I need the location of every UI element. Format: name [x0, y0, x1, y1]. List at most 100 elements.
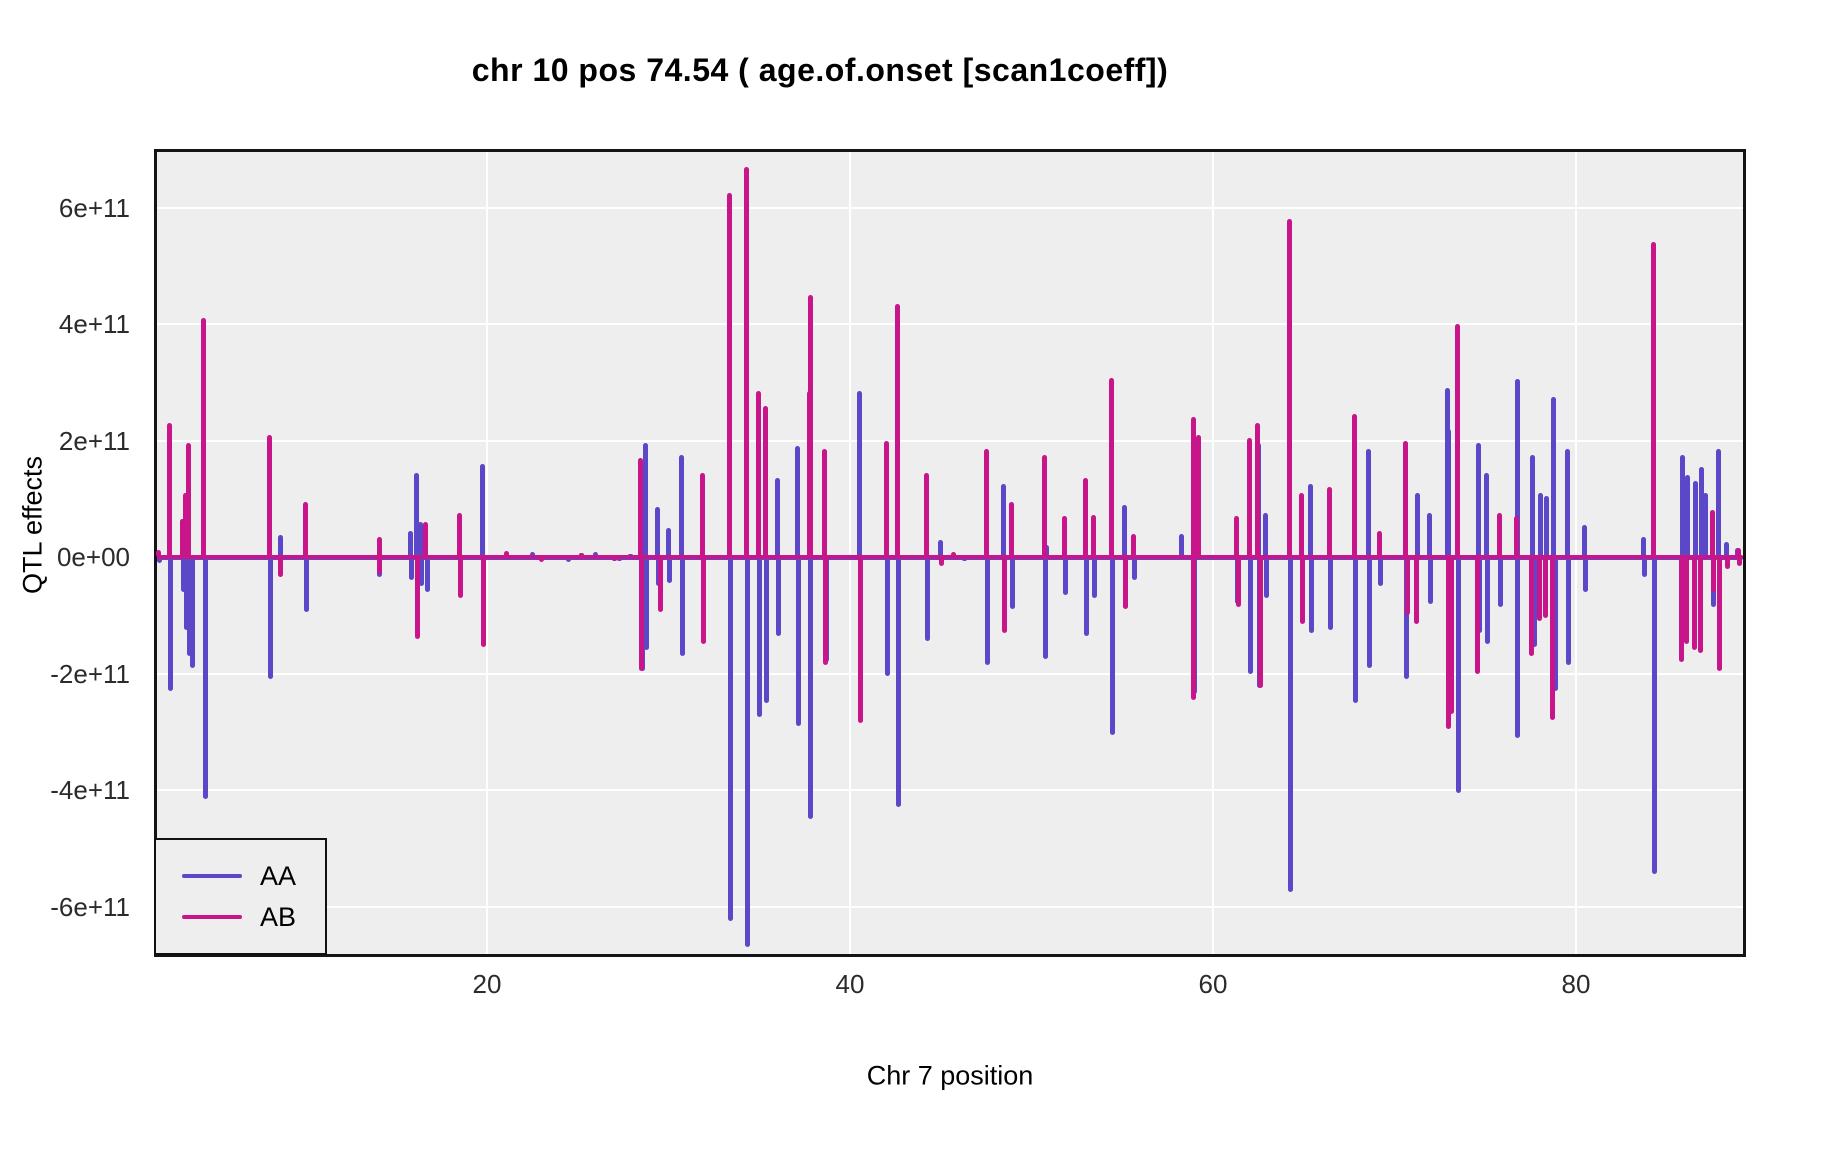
spike-AB: [1001, 557, 1007, 633]
spike-AB: [457, 513, 463, 557]
spike-AA: [764, 557, 769, 703]
spike-AA: [1308, 557, 1314, 633]
plot-panel: [154, 149, 1746, 957]
spike-AA: [1327, 557, 1333, 630]
spike-AA: [1042, 557, 1048, 659]
spike-AA: [1498, 557, 1504, 607]
spike-AA: [744, 557, 750, 948]
spike-AB: [1684, 557, 1690, 645]
spike-AA: [1131, 557, 1137, 581]
spike-AB: [1475, 557, 1481, 674]
spike-AB: [1692, 557, 1698, 651]
spike-AB: [1404, 557, 1410, 616]
spike-AB: [1041, 455, 1047, 557]
spike-AB: [1083, 478, 1089, 557]
spike-AA: [1483, 472, 1489, 557]
spike-AB: [422, 522, 428, 557]
spike-AA: [1582, 557, 1588, 592]
spike-AA: [1566, 557, 1572, 665]
spike-AA: [1000, 484, 1006, 557]
spike-AB: [822, 449, 828, 557]
spike-AA: [1091, 557, 1097, 598]
spike-AA: [1403, 557, 1409, 680]
spike-AA: [1084, 557, 1090, 636]
spike-AB: [1725, 557, 1731, 569]
spike-AA: [666, 557, 672, 584]
spike-AA: [643, 443, 649, 557]
spike-AB: [1195, 434, 1201, 557]
spike-AB: [1529, 557, 1535, 657]
spike-AA: [679, 557, 685, 657]
spike-AB: [1711, 557, 1717, 592]
y-tick-label: 4e+11: [58, 309, 130, 339]
spike-AA: [984, 557, 990, 665]
spike-AB: [1108, 378, 1114, 557]
spike-AA: [1247, 557, 1253, 674]
spike-AB: [726, 192, 732, 557]
spike-AA: [1428, 557, 1434, 604]
spike-AA: [1538, 492, 1544, 557]
spike-AB: [201, 318, 207, 557]
spike-AA: [1685, 475, 1691, 557]
spike-AA: [1264, 557, 1270, 598]
spike-AB: [458, 557, 464, 598]
x-tick-label: 40: [835, 969, 865, 999]
spike-AB: [1537, 557, 1543, 622]
spike-AA: [413, 472, 419, 557]
spike-AB: [1697, 557, 1703, 654]
spike-AA: [479, 463, 485, 557]
spike-AB: [1061, 516, 1067, 557]
spike-AB: [1130, 533, 1136, 557]
spike-AB: [1513, 516, 1519, 557]
spike-AA: [1641, 557, 1647, 578]
spike-AB: [807, 294, 813, 557]
spike-AB: [858, 557, 864, 723]
spike-AB: [1235, 557, 1241, 607]
chart-title: chr 10 pos 74.54 ( age.of.onset [scan1co…: [471, 52, 1169, 88]
spike-AA: [666, 527, 671, 557]
spike-AB: [1190, 417, 1196, 557]
spike-AA: [409, 557, 415, 581]
spike-AA: [1062, 557, 1068, 595]
spike-AA: [1531, 557, 1537, 648]
spike-AB: [1009, 501, 1015, 557]
spike-AB: [1542, 557, 1548, 619]
spike-AA: [419, 557, 425, 587]
y-tick-label: -6e+11: [50, 891, 130, 922]
spike-AA: [1514, 379, 1520, 557]
spike-AA: [186, 557, 192, 657]
spike-AB: [1735, 548, 1741, 557]
spike-AB: [266, 434, 272, 557]
spike-AA: [418, 522, 424, 557]
spike-AB: [1299, 492, 1305, 557]
spike-AA: [1515, 557, 1521, 738]
spike-AB: [1549, 557, 1555, 721]
spike-AB: [1736, 557, 1742, 566]
spike-AB: [700, 472, 706, 557]
y-axis-title: QTL effects: [17, 455, 48, 595]
spike-AA: [1724, 542, 1730, 557]
spike-AA: [1679, 455, 1685, 557]
legend-swatch-AA: [182, 873, 242, 879]
spike-AB: [637, 457, 643, 557]
spike-AB: [1090, 515, 1096, 557]
spike-AA: [795, 557, 801, 726]
spike-AA: [727, 557, 733, 922]
gridline-vertical: [486, 152, 488, 954]
spike-AA: [1455, 557, 1461, 793]
spike-AB: [1678, 557, 1684, 662]
gridline-horizontal: [157, 789, 1743, 791]
x-tick-label: 20: [472, 969, 502, 999]
spike-AB: [638, 557, 644, 671]
spike-AB: [1257, 557, 1263, 689]
spike-AA: [1414, 492, 1420, 557]
spike-AA: [277, 534, 283, 557]
spike-AA: [895, 557, 901, 808]
spike-AA: [1484, 557, 1490, 645]
spike-AA: [1109, 557, 1115, 735]
spike-AA: [303, 557, 309, 613]
spike-AB: [1300, 557, 1306, 624]
spike-AA: [267, 557, 273, 680]
spike-AB: [1716, 557, 1722, 671]
